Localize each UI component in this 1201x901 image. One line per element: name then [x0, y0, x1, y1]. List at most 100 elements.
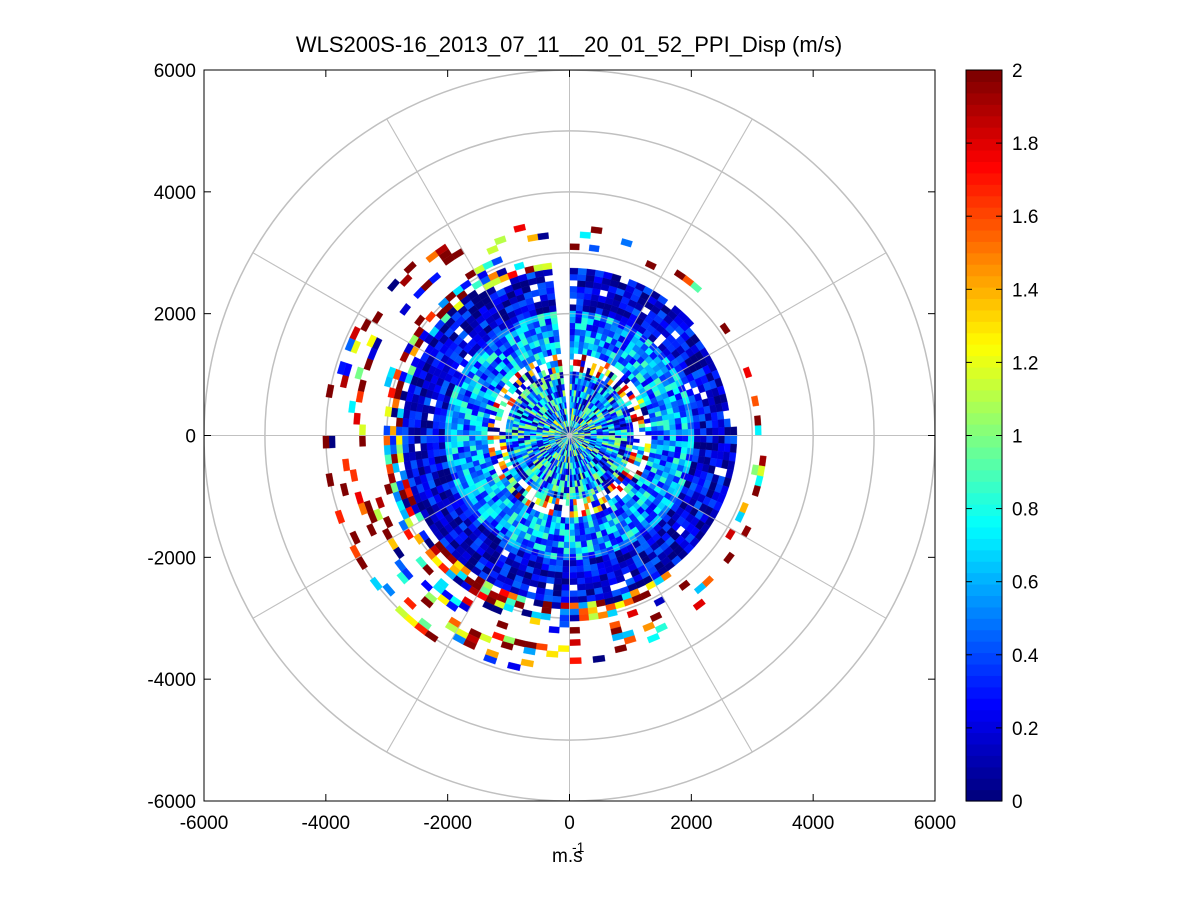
- scan-cell: [576, 565, 584, 573]
- colorbar-band: [966, 366, 1002, 379]
- scan-cell: [639, 427, 646, 432]
- y-tick-label: 6000: [154, 61, 196, 82]
- colorbar-band: [966, 252, 1002, 265]
- scan-cell: [513, 261, 525, 271]
- scan-cell: [491, 256, 504, 266]
- colorbar-band: [966, 755, 1002, 768]
- scan-cell: [573, 347, 579, 354]
- scan-cell: [483, 654, 498, 665]
- colorbar-band: [966, 332, 1002, 345]
- colorbar-tick-label: 1: [1012, 427, 1023, 448]
- scan-cell: [366, 523, 377, 537]
- scan-cell: [700, 435, 707, 443]
- scan-cell: [426, 435, 433, 444]
- scan-cell: [420, 579, 434, 592]
- colorbar-tick-label: 0: [1012, 792, 1023, 813]
- scan-cell: [402, 443, 410, 454]
- scan-cell: [559, 620, 570, 628]
- scan-cell: [674, 417, 682, 425]
- scan-cell: [681, 429, 689, 436]
- scan-cell: [569, 334, 575, 342]
- scan-cell: [692, 448, 700, 457]
- scan-cell: [468, 435, 476, 441]
- scan-cell: [581, 546, 589, 554]
- scan-cell: [395, 426, 403, 436]
- scan-cell: [663, 430, 671, 436]
- colorbar-band: [966, 229, 1002, 242]
- scan-cell: [383, 444, 391, 456]
- scan-cell: [420, 435, 427, 444]
- colorbar-band: [966, 606, 1002, 619]
- scan-cell: [698, 413, 706, 422]
- scan-cell: [614, 644, 628, 654]
- scan-cell: [657, 425, 664, 432]
- scan-cell: [535, 642, 548, 651]
- scan-cell: [474, 430, 482, 436]
- colorbar-band: [966, 549, 1002, 562]
- scan-cell: [674, 446, 682, 454]
- scan-cell: [633, 460, 641, 467]
- scan-cell: [644, 259, 657, 271]
- scan-cell: [569, 608, 580, 616]
- scan-cell: [718, 427, 725, 436]
- scan-cell: [706, 435, 713, 444]
- scan-cell: [569, 511, 574, 518]
- colorbar-band: [966, 264, 1002, 277]
- scan-cell: [349, 530, 361, 545]
- colorbar-band: [966, 344, 1002, 357]
- grid-ring-overlay: [508, 374, 631, 497]
- colorbar-tick-label: 0.8: [1012, 500, 1038, 521]
- scan-cell: [395, 444, 404, 454]
- scan-cell: [457, 446, 465, 454]
- colorbar-band: [966, 161, 1002, 174]
- scan-cell: [580, 540, 588, 548]
- scan-cell: [662, 419, 670, 426]
- scan-cell: [723, 443, 731, 453]
- x-axis-label-base: m.s: [552, 846, 583, 867]
- colorbar-band: [966, 629, 1002, 642]
- colorbar-band: [966, 766, 1002, 779]
- scan-cell: [426, 420, 434, 429]
- scan-cell: [420, 450, 429, 459]
- scan-cell: [334, 509, 346, 525]
- scan-cell: [481, 435, 488, 441]
- colorbar-tick-label: 2: [1012, 61, 1023, 82]
- scan-cell: [559, 523, 566, 530]
- x-tick-label: -4000: [302, 813, 351, 834]
- scan-cell: [692, 414, 700, 423]
- scan-cell: [675, 423, 683, 431]
- colorbar-band: [966, 698, 1002, 711]
- scan-cell: [706, 427, 713, 436]
- scan-cell: [389, 435, 397, 446]
- scan-cell: [712, 427, 719, 436]
- scan-cell: [588, 244, 600, 253]
- scan-cell: [407, 435, 415, 445]
- scan-cell: [663, 424, 671, 431]
- scan-cell: [426, 449, 435, 459]
- scan-cell: [572, 498, 577, 506]
- scan-cell: [583, 570, 593, 579]
- scan-cell: [561, 572, 570, 579]
- scan-cell: [462, 429, 470, 436]
- scan-cell: [438, 435, 445, 443]
- scan-cell: [675, 429, 683, 436]
- colorbar-band: [966, 104, 1002, 117]
- scan-cell: [420, 419, 428, 429]
- scan-cell: [620, 429, 628, 433]
- colorbar-band: [966, 663, 1002, 676]
- scan-cell: [456, 435, 464, 442]
- scan-cell: [718, 435, 725, 444]
- scan-cell: [681, 441, 689, 449]
- scan-cell: [546, 286, 555, 295]
- scan-cell: [582, 558, 591, 566]
- scan-cell: [468, 424, 476, 431]
- scan-cell: [451, 416, 459, 424]
- y-tick-label: 4000: [154, 183, 196, 204]
- scan-cell: [669, 435, 677, 442]
- scan-cell: [552, 589, 562, 597]
- scan-cell: [499, 400, 508, 408]
- scan-cell: [621, 384, 629, 392]
- scan-cell: [542, 262, 553, 271]
- scan-cell: [711, 442, 719, 452]
